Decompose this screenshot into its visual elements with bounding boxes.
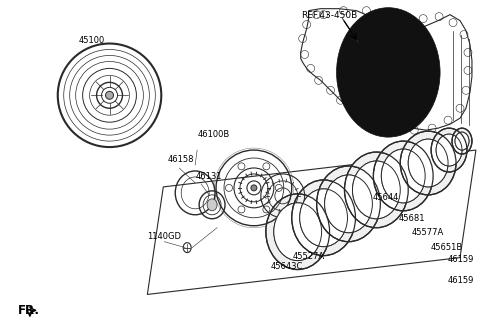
Text: 46158: 46158 — [167, 155, 194, 164]
Text: 1140GD: 1140GD — [147, 232, 181, 241]
Ellipse shape — [431, 128, 467, 172]
Ellipse shape — [408, 139, 448, 187]
Ellipse shape — [400, 131, 456, 195]
Ellipse shape — [455, 132, 469, 150]
Ellipse shape — [300, 189, 348, 247]
Ellipse shape — [373, 141, 433, 211]
Ellipse shape — [266, 194, 330, 269]
Text: 45644: 45644 — [372, 193, 399, 202]
Ellipse shape — [336, 8, 440, 137]
Ellipse shape — [345, 152, 408, 228]
Ellipse shape — [324, 175, 372, 233]
Text: 46100B: 46100B — [197, 130, 229, 139]
Ellipse shape — [106, 91, 113, 99]
Text: 46159: 46159 — [448, 255, 474, 264]
Ellipse shape — [274, 203, 322, 261]
Text: 45681: 45681 — [398, 214, 425, 223]
Text: 46131: 46131 — [195, 172, 222, 181]
Ellipse shape — [292, 180, 356, 256]
Ellipse shape — [452, 128, 472, 154]
Ellipse shape — [317, 166, 380, 242]
Text: 45577A: 45577A — [411, 228, 444, 237]
Ellipse shape — [207, 199, 217, 211]
Text: FR.: FR. — [18, 304, 40, 318]
Text: 45527A: 45527A — [293, 251, 325, 261]
Ellipse shape — [251, 185, 257, 191]
Ellipse shape — [352, 161, 400, 219]
Text: 45651B: 45651B — [430, 243, 462, 252]
Text: 45100: 45100 — [78, 36, 105, 44]
Ellipse shape — [381, 149, 425, 203]
Text: 46159: 46159 — [448, 276, 474, 284]
Text: 45643C: 45643C — [271, 262, 303, 270]
Text: REF.43-450B: REF.43-450B — [300, 11, 357, 20]
Ellipse shape — [436, 134, 462, 166]
